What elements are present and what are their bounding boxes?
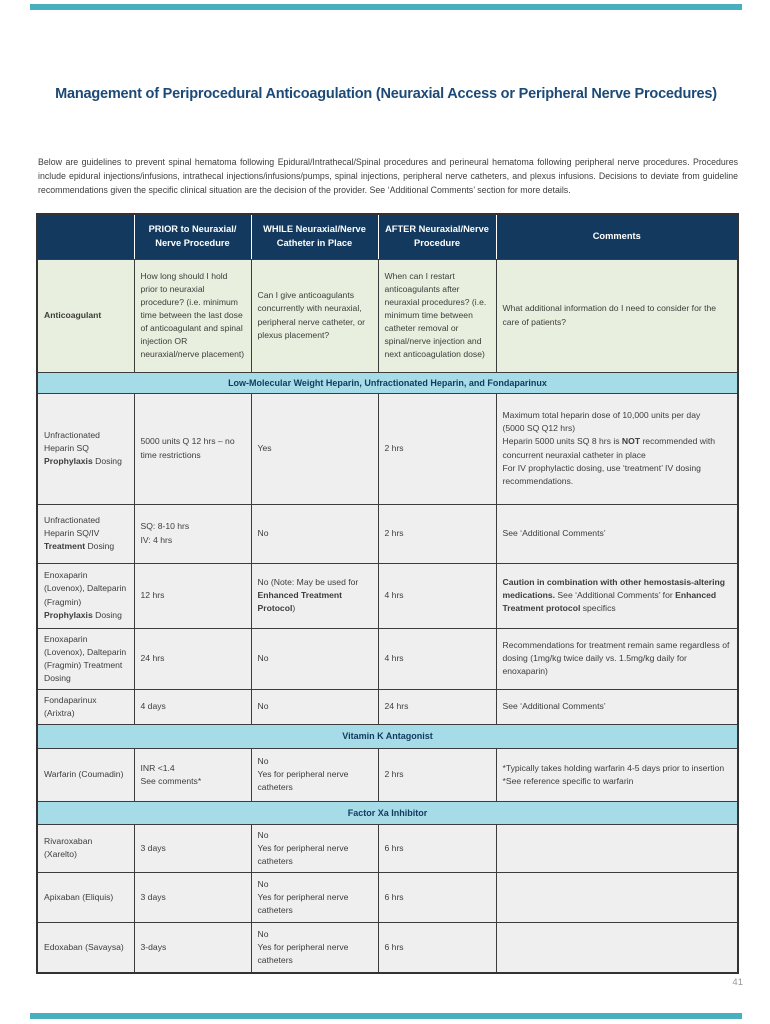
while-cell: No Yes for peripheral nerve catheters (250, 922, 379, 974)
prior-cell: INR <1.4 See comments* (133, 747, 252, 802)
while-cell: No (250, 688, 379, 725)
comments-cell (495, 823, 739, 874)
while-cell: Yes (250, 392, 379, 505)
prior-cell: How long should I hold prior to neuraxia… (133, 258, 252, 373)
comments-cell (495, 872, 739, 924)
table-header-row: PRIOR to Neuraxial/ Nerve Procedure WHIL… (37, 214, 738, 260)
comments-cell: Maximum total heparin dose of 10,000 uni… (495, 392, 739, 505)
comments-cell: *Typically takes holding warfarin 4-5 da… (495, 747, 739, 802)
after-cell: 2 hrs (377, 503, 497, 564)
table-row: Warfarin (Coumadin) INR <1.4 See comment… (36, 747, 739, 802)
prior-cell: 12 hrs (133, 562, 252, 629)
drug-cell: Edoxaban (Savaysa) (36, 922, 135, 974)
table-row: Edoxaban (Savaysa) 3-days No Yes for per… (36, 922, 739, 974)
top-rule (30, 4, 742, 10)
comments-cell: See ‘Additional Comments’ (495, 503, 739, 564)
prior-cell: 4 days (133, 688, 252, 725)
while-cell: No (250, 627, 379, 690)
while-cell: No Yes for peripheral nerve catheters (250, 747, 379, 802)
table-row: Unfractionated Heparin SQ Prophylaxis Do… (36, 392, 739, 505)
page-title: Management of Periprocedural Anticoagula… (55, 85, 717, 102)
drug-cell: Enoxaparin (Lovenox), Dalteparin (Fragmi… (36, 627, 135, 690)
bottom-rule (30, 1013, 742, 1019)
prior-cell: 3 days (133, 823, 252, 874)
table-row: Rivaroxaban (Xarelto) 3 days No Yes for … (36, 823, 739, 874)
after-cell: 24 hrs (377, 688, 497, 725)
prior-cell: SQ: 8-10 hrs IV: 4 hrs (133, 503, 252, 564)
section-row-lmwh: Low-Molecular Weight Heparin, Unfraction… (36, 371, 739, 394)
comments-cell (495, 922, 739, 974)
drug-cell: Anticoagulant (36, 258, 135, 373)
comments-cell: Recommendations for treatment remain sam… (495, 627, 739, 690)
table-row: Anticoagulant How long should I hold pri… (36, 258, 739, 373)
after-cell: When can I restart anticoagulants after … (377, 258, 497, 373)
drug-cell: Enoxaparin (Lovenox), Dalteparin (Fragmi… (36, 562, 135, 629)
while-cell: No Yes for peripheral nerve catheters (250, 823, 379, 874)
after-cell: 2 hrs (377, 747, 497, 802)
prior-cell: 3 days (133, 872, 252, 924)
drug-cell: Rivaroxaban (Xarelto) (36, 823, 135, 874)
while-cell: No Yes for peripheral nerve catheters (250, 872, 379, 924)
intro-paragraph: Below are guidelines to prevent spinal h… (38, 156, 738, 196)
after-cell: 6 hrs (377, 823, 497, 874)
header-while: WHILE Neuraxial/Nerve Catheter in Place (250, 214, 379, 260)
prior-cell: 24 hrs (133, 627, 252, 690)
section-header-lmwh: Low-Molecular Weight Heparin, Unfraction… (36, 371, 739, 394)
after-cell: 4 hrs (377, 627, 497, 690)
table-row: Apixaban (Eliquis) 3 days No Yes for per… (36, 872, 739, 924)
after-cell: 6 hrs (377, 872, 497, 924)
drug-cell: Fondaparinux (Arixtra) (36, 688, 135, 725)
section-row-factor-xa: Factor Xa Inhibitor (36, 800, 739, 825)
anticoagulation-table: PRIOR to Neuraxial/ Nerve Procedure WHIL… (36, 213, 739, 974)
table-row: Fondaparinux (Arixtra) 4 days No 24 hrs … (36, 688, 739, 725)
drug-cell: Unfractionated Heparin SQ/IV Treatment D… (36, 503, 135, 564)
header-comments: Comments (495, 214, 738, 260)
while-cell: Can I give anticoagulants concurrently w… (250, 258, 379, 373)
comments-cell: What additional information do I need to… (495, 258, 739, 373)
header-prior: PRIOR to Neuraxial/ Nerve Procedure (133, 214, 252, 260)
section-row-vitamin-k: Vitamin K Antagonist (36, 723, 739, 749)
table-row: Enoxaparin (Lovenox), Dalteparin (Fragmi… (36, 627, 739, 690)
drug-cell: Unfractionated Heparin SQ Prophylaxis Do… (36, 392, 135, 505)
comments-cell: Caution in combination with other hemost… (495, 562, 739, 629)
table-row: Unfractionated Heparin SQ/IV Treatment D… (36, 503, 739, 564)
after-cell: 6 hrs (377, 922, 497, 974)
section-header-vitamin-k: Vitamin K Antagonist (36, 723, 739, 749)
after-cell: 4 hrs (377, 562, 497, 629)
table-row: Enoxaparin (Lovenox), Dalteparin (Fragmi… (36, 562, 739, 629)
drug-cell: Warfarin (Coumadin) (36, 747, 135, 802)
page-number: 41 (732, 977, 743, 988)
prior-cell: 3-days (133, 922, 252, 974)
while-cell: No (250, 503, 379, 564)
prior-cell: 5000 units Q 12 hrs – no time restrictio… (133, 392, 252, 505)
after-cell: 2 hrs (377, 392, 497, 505)
comments-cell: See ‘Additional Comments’ (495, 688, 739, 725)
while-cell: No (Note: May be used for Enhanced Treat… (250, 562, 379, 629)
header-after: AFTER Neuraxial/Nerve Procedure (377, 214, 497, 260)
section-header-factor-xa: Factor Xa Inhibitor (36, 800, 739, 825)
drug-cell: Apixaban (Eliquis) (36, 872, 135, 924)
header-blank (37, 214, 135, 260)
